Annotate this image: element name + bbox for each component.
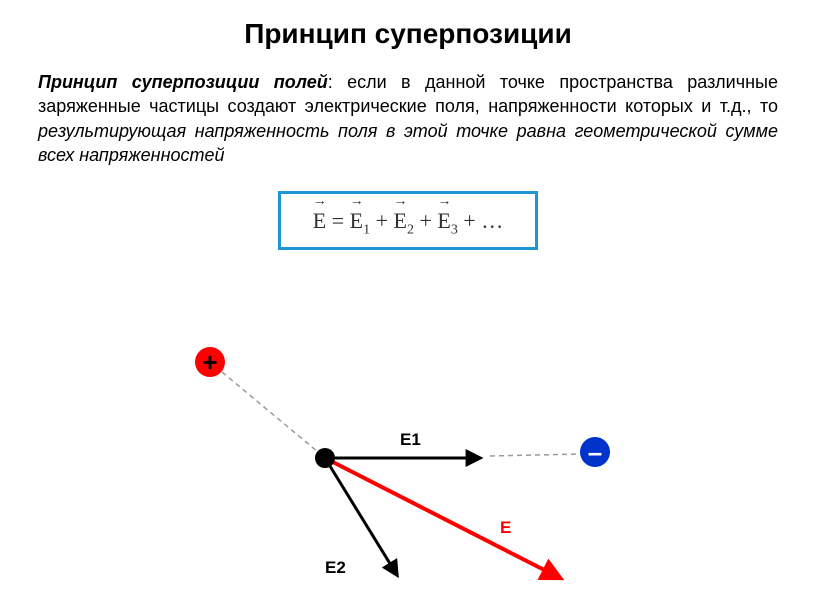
formula-dots: + … <box>458 208 503 233</box>
formula-E3: E <box>437 202 450 234</box>
page-title: Принцип суперпозиции <box>0 0 816 50</box>
label-e: E <box>500 518 511 538</box>
label-e1: E1 <box>400 430 421 450</box>
para-ital: результирующая напряженность поля в этой… <box>38 121 778 165</box>
formula-E1: E <box>350 202 363 234</box>
dash-to-negative <box>490 454 582 456</box>
negative-sign: – <box>588 437 602 467</box>
formula-E: E <box>313 202 326 234</box>
test-point <box>315 448 335 468</box>
vector-diagram: + – E1 E2 E <box>150 330 670 600</box>
positive-sign: + <box>202 347 217 377</box>
para-lead: Принцип суперпозиции полей <box>38 72 328 92</box>
dash-to-positive <box>222 372 318 452</box>
formula-eq: = <box>326 208 349 233</box>
formula-s3: 3 <box>451 223 458 238</box>
formula-box: E = E1 + E2 + E3 + … <box>278 191 538 249</box>
formula-p1: + <box>370 208 393 233</box>
formula-E2: E <box>394 202 407 234</box>
formula-p2: + <box>414 208 437 233</box>
label-e2: E2 <box>325 558 346 578</box>
formula-s2: 2 <box>407 223 414 238</box>
definition-paragraph: Принцип суперпозиции полей: если в данно… <box>0 50 816 167</box>
